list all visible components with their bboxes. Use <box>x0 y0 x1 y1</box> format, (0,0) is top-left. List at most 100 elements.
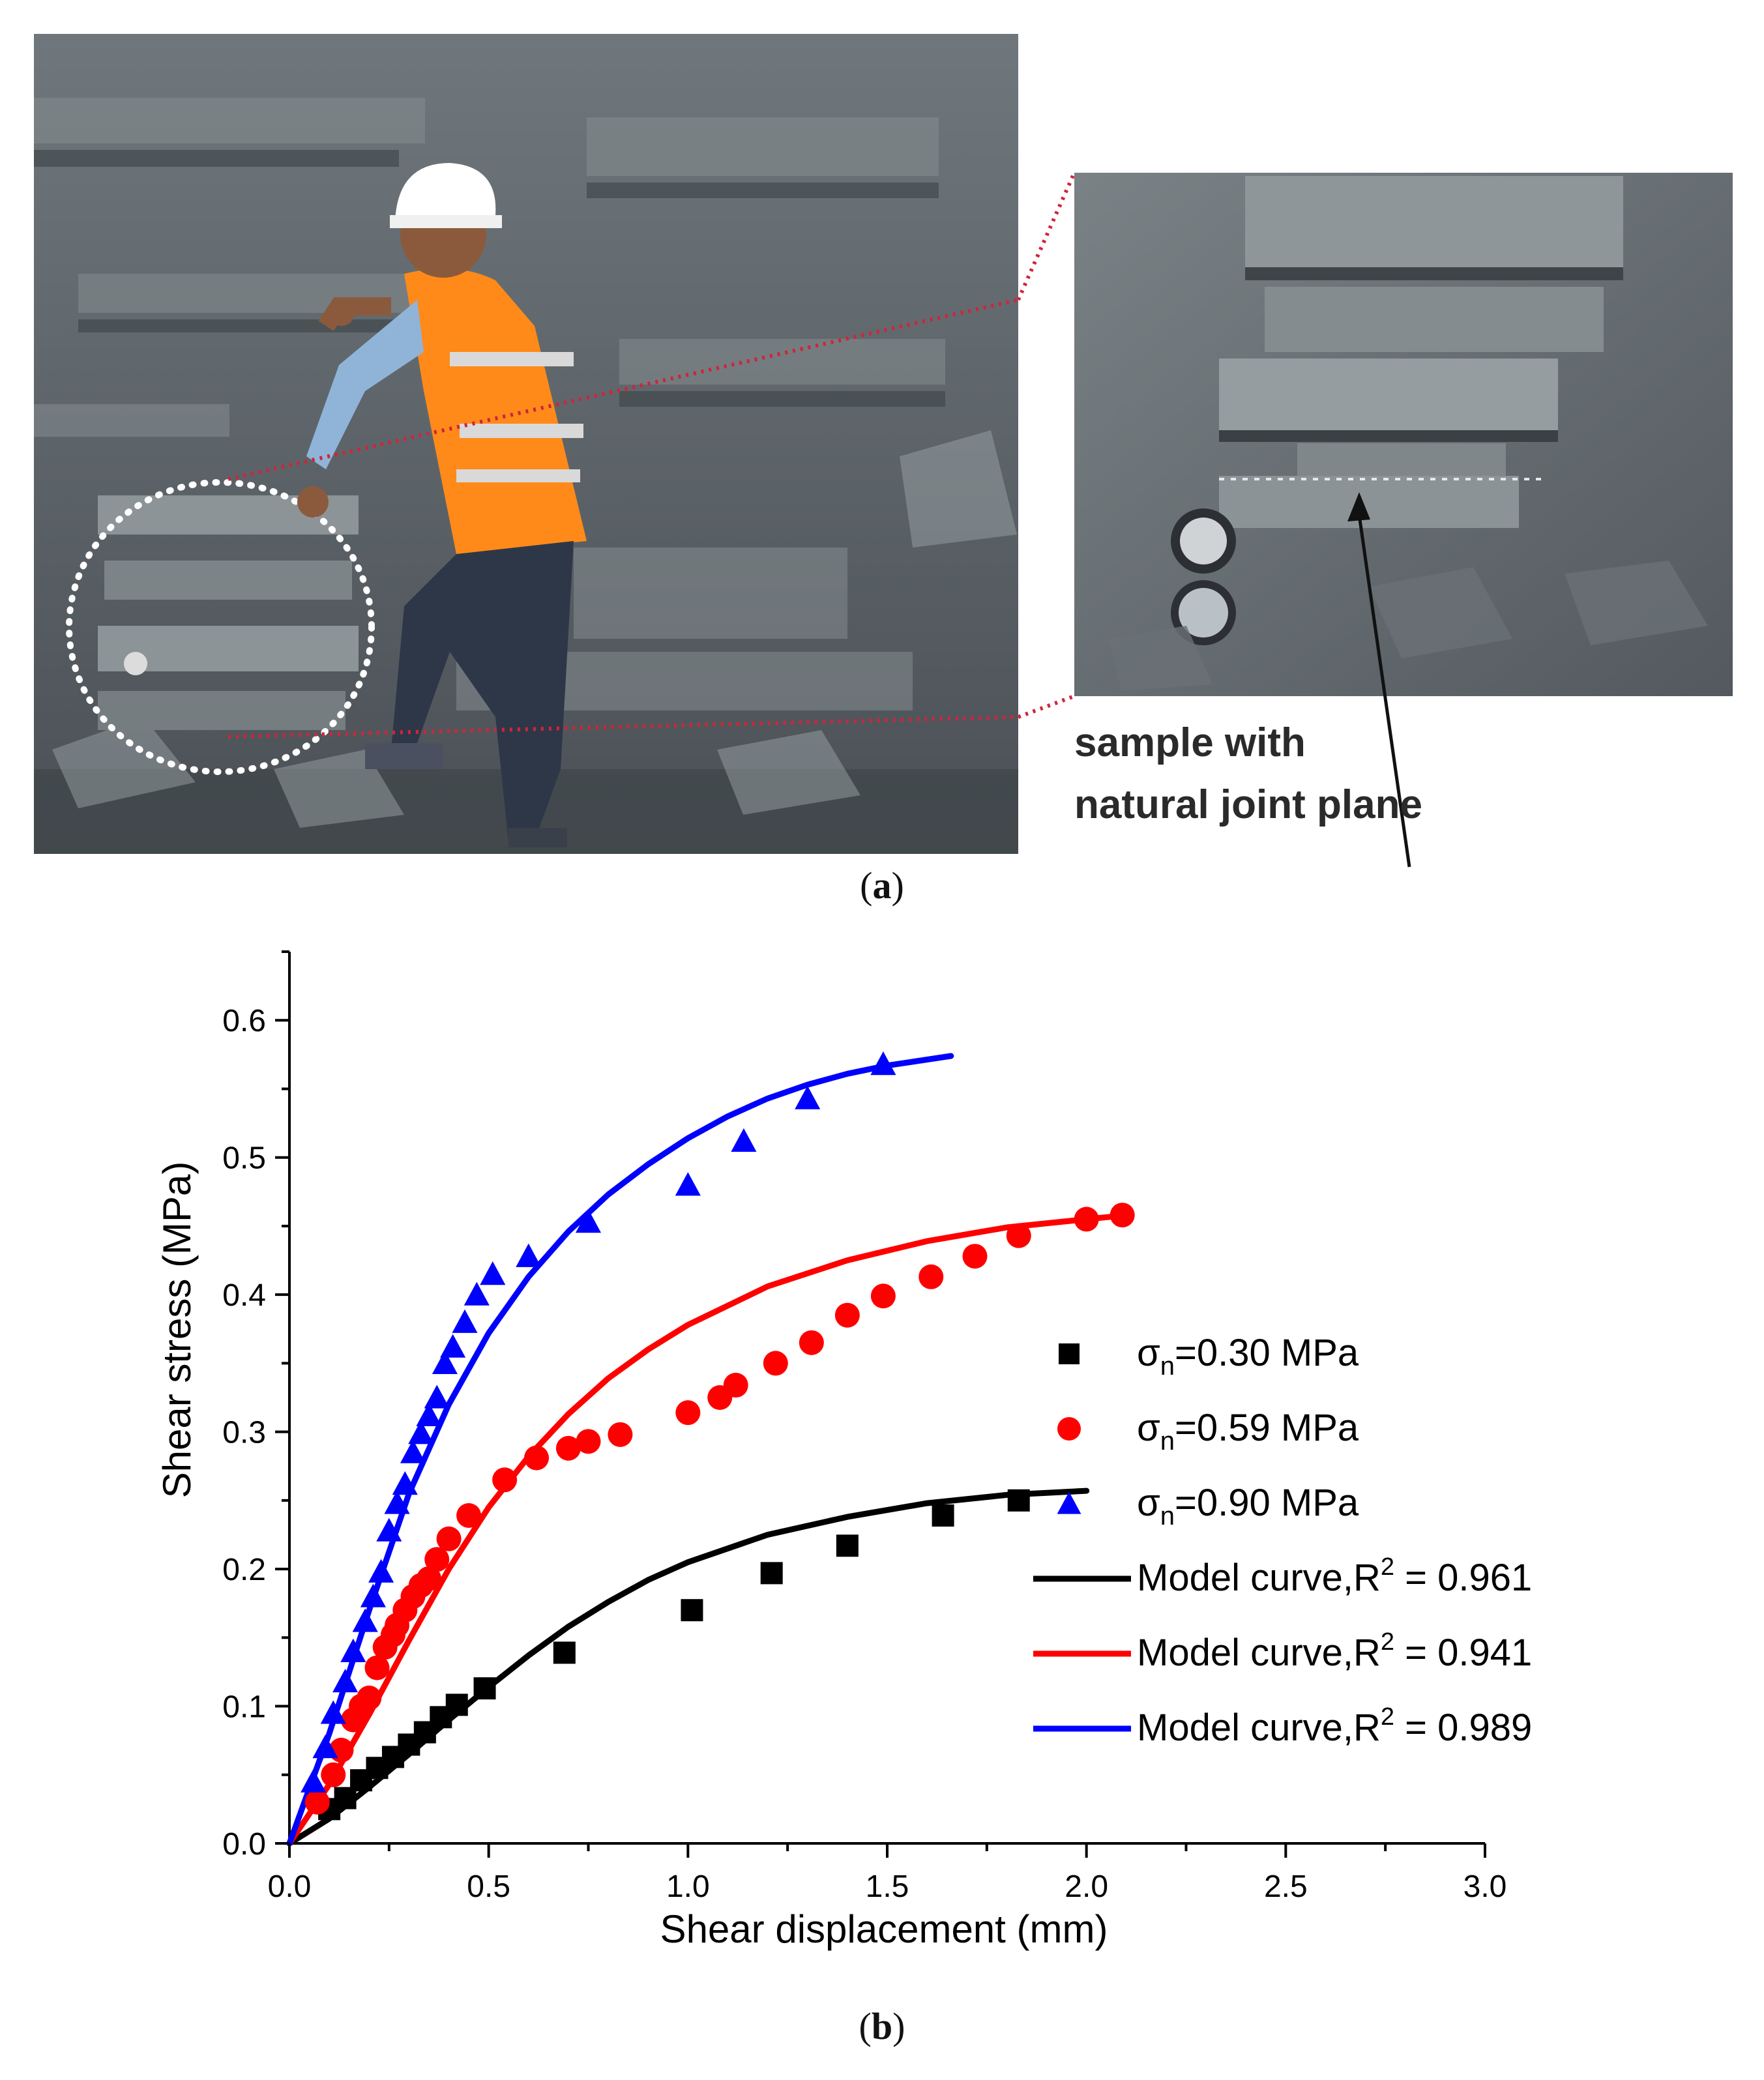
joint-arrow-line <box>1357 514 1411 868</box>
legend-marker-square <box>1059 1343 1080 1364</box>
data-point-triangle <box>332 1669 359 1693</box>
panel-b-caption: (b) <box>859 2005 905 2047</box>
data-markers-layer <box>301 1051 1135 1821</box>
connector-line-lower <box>228 715 1019 739</box>
data-point-circle <box>675 1400 701 1426</box>
field-photo: sample with natural joint plane <box>34 34 1733 868</box>
x-tick-label: 2.0 <box>1065 1869 1108 1904</box>
photo-panel: sample with natural joint plane <box>0 0 1764 913</box>
x-tick-label: 3.0 <box>1463 1869 1507 1904</box>
data-point-square <box>932 1504 954 1527</box>
data-point-circle <box>304 1789 330 1815</box>
data-point-circle <box>492 1467 518 1493</box>
y-tick-label: 0.1 <box>222 1690 266 1725</box>
data-point-triangle <box>795 1085 821 1109</box>
shear-chart: 0.0 0.5 1.0 1.5 2.0 2.5 3.0 0.0 0.1 0.2 0.3 0.4 0.5 0… <box>155 950 1532 1951</box>
legend-label: σn=0.59 MPa <box>1137 1407 1359 1456</box>
x-tick-label: 1.0 <box>666 1869 710 1904</box>
data-point-triangle <box>424 1384 450 1409</box>
connector-line-upper-ext <box>1016 171 1076 301</box>
x-tick-label: 1.5 <box>866 1869 909 1904</box>
panel-a-caption: (a) <box>860 864 904 907</box>
panel-b-label: b <box>871 2005 893 2047</box>
x-tick-label: 0.0 <box>268 1869 312 1904</box>
model-curve-1 <box>286 1487 1090 1847</box>
data-point-square <box>473 1677 496 1700</box>
y-tick-label: 0.6 <box>222 1004 266 1038</box>
main-photo <box>34 34 1019 854</box>
data-point-triangle <box>312 1735 338 1759</box>
data-point-circle <box>608 1422 633 1447</box>
y-tick-label: 0.2 <box>222 1553 266 1587</box>
legend-marker-triangle <box>1057 1491 1081 1514</box>
data-point-triangle <box>400 1439 426 1463</box>
panel-a-label: a <box>872 864 892 907</box>
data-point-triangle <box>432 1350 458 1375</box>
data-point-circle <box>576 1429 601 1454</box>
data-point-triangle <box>575 1209 602 1233</box>
data-point-circle <box>870 1283 896 1309</box>
legend-label: σn=0.30 MPa <box>1137 1332 1359 1381</box>
data-point-triangle <box>340 1638 366 1662</box>
legend-label: Model curve,R2 = 0.941 <box>1137 1628 1532 1674</box>
data-point-circle <box>456 1502 482 1528</box>
data-point-square <box>445 1693 468 1716</box>
data-point-circle <box>357 1685 382 1710</box>
inset-photo <box>1074 173 1733 868</box>
connector-line-lower-ext <box>1017 694 1076 719</box>
data-point-square <box>553 1641 576 1664</box>
data-point-circle <box>723 1373 748 1398</box>
y-tick-label: 0.0 <box>222 1827 266 1862</box>
data-point-triangle <box>480 1261 506 1285</box>
data-point-circle <box>364 1655 390 1680</box>
x-tick-label: 2.5 <box>1264 1869 1308 1904</box>
data-point-triangle <box>360 1583 386 1607</box>
data-point-triangle <box>463 1282 490 1306</box>
data-point-triangle <box>731 1128 757 1152</box>
data-point-square <box>760 1562 783 1585</box>
legend-label: Model curve,R2 = 0.961 <box>1137 1553 1532 1599</box>
data-point-triangle <box>376 1517 402 1542</box>
data-point-triangle <box>440 1334 466 1358</box>
data-point-triangle <box>368 1559 394 1583</box>
legend-label: σn=0.90 MPa <box>1137 1482 1359 1531</box>
data-point-circle <box>321 1762 346 1787</box>
y-tick-label: 0.5 <box>222 1141 266 1176</box>
dotted-highlight-circle <box>66 479 375 775</box>
data-point-circle <box>424 1547 450 1572</box>
data-point-triangle <box>384 1490 410 1514</box>
data-point-square <box>836 1534 859 1557</box>
data-point-circle <box>1110 1203 1135 1228</box>
data-point-triangle <box>452 1309 478 1333</box>
x-axis-label: Shear displacement (mm) <box>660 1907 1108 1951</box>
legend-marker-circle <box>1057 1417 1081 1441</box>
data-point-circle <box>524 1445 550 1471</box>
data-point-triangle <box>870 1051 896 1076</box>
data-point-circle <box>919 1264 944 1289</box>
data-point-circle <box>555 1435 581 1461</box>
data-point-square <box>681 1599 703 1622</box>
data-point-triangle <box>516 1243 542 1267</box>
data-point-circle <box>962 1244 988 1269</box>
data-point-circle <box>1074 1207 1099 1232</box>
data-point-circle <box>1006 1223 1031 1248</box>
annotation-line-2: natural joint plane <box>1074 782 1422 827</box>
chart-panel: 0.0 0.5 1.0 1.5 2.0 2.5 3.0 0.0 0.1 0.2 0.3 0.4 0.5 0… <box>0 913 1764 2077</box>
data-point-circle <box>799 1330 824 1355</box>
legend: σn=0.30 MPa σn=0.59 MPa σn=0.90 MPa Model c… <box>1033 1332 1532 1749</box>
y-tick-label: 0.4 <box>222 1278 266 1313</box>
annotation-line-1: sample with <box>1074 720 1306 765</box>
legend-label: Model curve,R2 = 0.989 <box>1137 1703 1532 1749</box>
data-point-triangle <box>675 1172 701 1196</box>
model-curve-2 <box>286 1213 1117 1847</box>
data-point-triangle <box>416 1402 442 1426</box>
data-point-triangle <box>320 1700 346 1724</box>
data-point-square <box>1007 1489 1030 1512</box>
model-curve-3 <box>286 1053 954 1847</box>
y-axis-label: Shear stress (MPa) <box>155 1162 199 1499</box>
data-point-triangle <box>352 1608 378 1632</box>
y-tick-label: 0.3 <box>222 1416 266 1450</box>
data-point-triangle <box>392 1471 418 1495</box>
data-point-circle <box>436 1526 462 1551</box>
data-point-circle <box>834 1302 860 1328</box>
